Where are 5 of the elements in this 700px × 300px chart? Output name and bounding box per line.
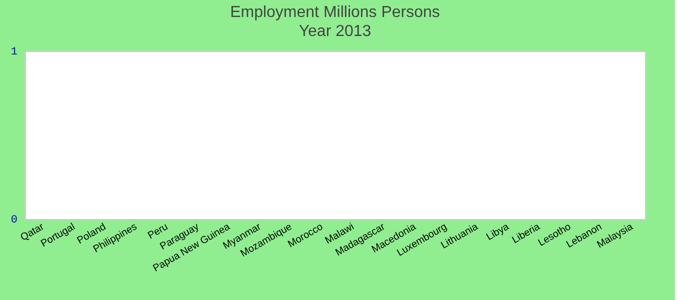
- y-tick-label: 0: [10, 214, 18, 226]
- chart-subtitle: Year 2013: [298, 23, 372, 40]
- x-tick-label: Libya: [484, 221, 512, 243]
- chart-title: Employment Millions Persons: [230, 4, 440, 21]
- y-tick-label: 1: [10, 46, 18, 58]
